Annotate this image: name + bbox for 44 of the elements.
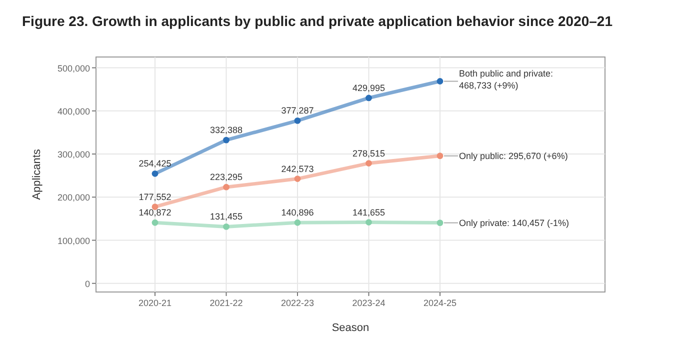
data-label: 177,552 (138, 192, 172, 202)
point (436, 152, 444, 160)
x-tick-label: 2023-24 (352, 298, 386, 308)
y-tick-label: 100,000 (57, 236, 90, 246)
data-label: 141,655 (352, 207, 386, 218)
point (436, 220, 444, 226)
point (152, 219, 158, 226)
point (366, 160, 372, 166)
x-tick-label: 2020-21 (138, 298, 172, 308)
point (294, 219, 301, 226)
data-label: 242,573 (281, 164, 314, 174)
point (366, 94, 372, 102)
y-tick-label: 300,000 (57, 150, 90, 160)
data-label: 254,425 (138, 158, 172, 169)
x-tick-label: 2024-25 (423, 298, 457, 308)
y-tick-label: 400,000 (57, 106, 90, 116)
data-label: 140,896 (281, 208, 314, 218)
point (223, 223, 230, 230)
data-label: 223,295 (210, 172, 243, 182)
x-axis-title: Season (332, 322, 370, 334)
point (436, 78, 444, 84)
point (223, 136, 230, 144)
point (294, 176, 301, 182)
data-label: 429,995 (352, 82, 386, 93)
series-label: Both public and private: (459, 68, 554, 78)
data-label: 140,872 (138, 208, 172, 218)
y-tick-label: 0 (84, 278, 90, 289)
data-label: 278,515 (352, 148, 386, 158)
point (223, 184, 230, 190)
y-tick-label: 200,000 (57, 192, 90, 203)
text: Only private: 140,457 (-1%) (459, 218, 570, 228)
chart-title: Figure 23. Growth in applicants by public and private application behavior since 2020–21 (22, 13, 613, 29)
point (294, 117, 301, 124)
data-label: 377,287 (281, 106, 314, 116)
x-tick-label: 2022-23 (280, 298, 314, 308)
y-tick-label: 500,000 (57, 63, 90, 74)
point (152, 170, 158, 177)
point (366, 219, 372, 226)
text: Only public: 295,670 (+6%) (459, 150, 568, 161)
data-label: 131,455 (210, 212, 243, 222)
y-axis-title: Applicants (31, 148, 43, 200)
data-label: 468,733 (+9%) (459, 80, 518, 90)
data-label: 332,388 (210, 125, 243, 136)
x-tick-label: 2021-22 (210, 298, 243, 308)
